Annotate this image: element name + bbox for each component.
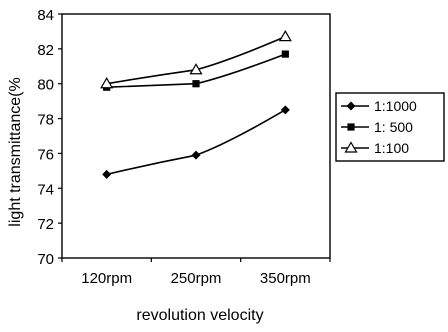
- legend-marker: [347, 123, 355, 131]
- legend-label: 1: 500: [374, 119, 413, 135]
- x-axis-label: revolution velocity: [136, 307, 263, 324]
- data-point: [100, 77, 114, 89]
- y-tick-label: 78: [37, 112, 54, 129]
- y-tick-label: 80: [37, 77, 54, 94]
- y-tick-label: 82: [37, 42, 54, 59]
- legend-marker: [346, 101, 356, 111]
- y-tick-label: 72: [37, 216, 54, 233]
- data-point: [278, 29, 292, 42]
- series-line: [106, 35, 286, 85]
- plot-frame: [61, 13, 331, 259]
- y-tick-label: 74: [37, 181, 54, 198]
- legend-item: 1:1000: [341, 98, 417, 114]
- legend-label: 1:1000: [374, 98, 417, 114]
- x-tick-label: 350rpm: [260, 270, 311, 287]
- data-point: [280, 105, 290, 115]
- data-point: [281, 50, 289, 58]
- x-tick-label: 120rpm: [81, 270, 132, 287]
- legend-item: 1: 500: [341, 119, 413, 135]
- plot-area: [61, 13, 331, 259]
- y-tick-label: 70: [37, 251, 54, 268]
- y-tick-label: 76: [37, 146, 54, 163]
- series-layer: [100, 29, 292, 179]
- data-point: [191, 150, 201, 160]
- x-axis: 120rpm 250rpm 350rpm: [61, 258, 331, 287]
- y-tick-label: 84: [37, 7, 54, 24]
- x-tick-label: 250rpm: [171, 270, 222, 287]
- legend: 1:1000 1: 500 1:100: [335, 92, 445, 162]
- series-1: [102, 105, 290, 179]
- series-3: [100, 29, 292, 89]
- data-point: [189, 63, 203, 75]
- y-axis: 70 72 74 76 78 80 82 84: [37, 7, 62, 268]
- series-line: [106, 109, 286, 176]
- legend-label: 1:100: [374, 140, 409, 156]
- data-point: [192, 80, 200, 88]
- legend-marker: [344, 141, 358, 153]
- y-axis-label: light transmittance(%: [7, 77, 24, 226]
- data-point: [102, 169, 112, 179]
- legend-item: 1:100: [341, 140, 409, 156]
